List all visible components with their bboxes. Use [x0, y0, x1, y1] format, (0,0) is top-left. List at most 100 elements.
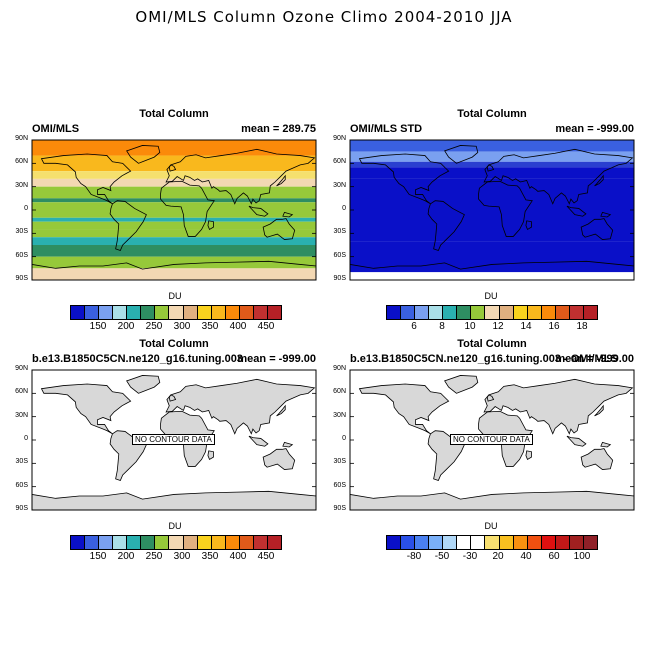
contour-band — [32, 202, 316, 218]
labelbar-box — [141, 306, 156, 319]
coastline — [444, 145, 479, 164]
coastline — [165, 378, 316, 435]
labelbar-box — [211, 536, 226, 549]
labelbar-box — [267, 306, 281, 319]
coastline — [248, 435, 269, 447]
contour-band — [32, 268, 316, 280]
labelbar-label: 450 — [257, 321, 275, 332]
coastline — [109, 200, 147, 251]
labelbar-box — [555, 536, 570, 549]
lat-tick-label: 0 — [24, 205, 28, 212]
labelbar-box — [127, 306, 142, 319]
contour-band — [350, 178, 634, 210]
labelbar-box — [225, 536, 240, 549]
labelbar-box — [155, 536, 170, 549]
lat-tick-label: 60S — [333, 251, 346, 259]
labelbar-box — [141, 536, 156, 549]
coastline — [358, 383, 450, 435]
coastline — [594, 174, 604, 187]
coastline — [478, 180, 533, 237]
lat-tick-label: 90N — [333, 135, 346, 142]
coastline — [40, 153, 132, 205]
coastline — [207, 450, 214, 461]
coastline — [525, 450, 532, 461]
contour-band — [350, 140, 634, 152]
labelbar-box — [429, 306, 444, 319]
lat-tick-label: 90S — [333, 275, 346, 282]
contour-band — [350, 151, 634, 162]
contour-band — [32, 171, 316, 179]
labelbar-box — [569, 306, 584, 319]
labelbar-box — [387, 536, 402, 549]
lat-tick-label: 30S — [333, 458, 346, 466]
panel-title: Total Column — [457, 108, 527, 120]
labelbar-label: -80 — [406, 551, 422, 562]
contour-band — [350, 241, 634, 273]
coastline — [594, 404, 604, 417]
labelbar-box — [211, 306, 226, 319]
labelbar-box — [99, 536, 114, 549]
no-contour-data-label: NO CONTOUR DATA — [132, 434, 215, 445]
labelbar-label: 16 — [548, 321, 560, 332]
coastline — [168, 164, 177, 172]
lat-tick-label: 30S — [333, 228, 346, 236]
contour-band — [32, 155, 316, 172]
panel-mean-string: mean = -999.00 — [555, 353, 634, 365]
contour-band — [350, 210, 634, 242]
coastline — [486, 394, 495, 402]
contour-band — [32, 229, 316, 238]
labelbar-label: 100 — [573, 551, 591, 562]
labelbar-label: 150 — [89, 551, 107, 562]
labelbar-label: 200 — [117, 321, 135, 332]
contour-band — [32, 198, 316, 203]
coastline — [282, 211, 294, 218]
labelbar-label: 6 — [411, 321, 417, 332]
labelbar-box — [253, 536, 268, 549]
lat-tick-label: 60S — [15, 251, 28, 259]
contour-band — [32, 221, 316, 230]
lat-tick-label: 30N — [15, 411, 28, 419]
lat-tick-label: 90S — [333, 505, 346, 512]
labelbar-box — [253, 306, 268, 319]
labelbar-box — [85, 536, 100, 549]
lat-tick-label: 90N — [15, 365, 28, 372]
labelbar-box — [499, 306, 514, 319]
coastline — [168, 394, 177, 402]
coastline — [427, 200, 465, 251]
labelbar-label: 14 — [520, 321, 532, 332]
lat-tick-label: 0 — [342, 435, 346, 442]
labelbar-box — [485, 306, 500, 319]
labelbar-box — [541, 536, 556, 549]
labelbar-box — [225, 306, 240, 319]
units-label: DU — [168, 521, 182, 531]
labelbar-box — [513, 536, 528, 549]
labelbar-label: 200 — [117, 551, 135, 562]
labelbar-box — [113, 306, 128, 319]
lat-tick-label: 90N — [15, 135, 28, 142]
coastline — [566, 435, 587, 447]
labelbar-label: 350 — [201, 551, 219, 562]
coastline — [276, 174, 286, 187]
labelbar-box — [183, 536, 198, 549]
labelbar-box — [583, 306, 597, 319]
contour-band — [350, 161, 634, 168]
coastline — [262, 448, 296, 470]
contour-band — [32, 186, 316, 199]
coastline — [580, 218, 614, 240]
panel-title: Total Column — [139, 338, 209, 350]
lat-tick-label: 60N — [15, 158, 28, 166]
labelbar-label: 300 — [173, 321, 191, 332]
contour-band — [350, 272, 634, 280]
contour-band — [32, 245, 316, 257]
labelbar-label: 60 — [548, 551, 560, 562]
coastline — [248, 205, 269, 217]
panel-mean-string: mean = -999.00 — [555, 123, 634, 135]
labelbar-label: 300 — [173, 551, 191, 562]
panel-title: Total Column — [457, 338, 527, 350]
lat-tick-label: 60N — [15, 388, 28, 396]
contour-band — [350, 167, 634, 179]
labelbar-box — [485, 536, 500, 549]
coastline — [262, 218, 296, 240]
panel-mean-string: mean = -999.00 — [237, 353, 316, 365]
labelbar-box — [71, 306, 86, 319]
